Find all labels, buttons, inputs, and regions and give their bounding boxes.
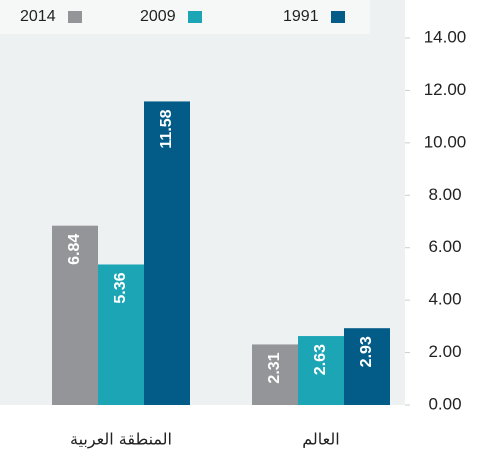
bar xyxy=(252,344,298,405)
x-tick-label: العالم xyxy=(302,430,339,449)
bar xyxy=(144,101,190,405)
value-label: 11.58 xyxy=(158,109,175,148)
legend-label: 2014 xyxy=(20,8,56,25)
legend-background xyxy=(0,0,370,34)
y-tick-label: 10.00 xyxy=(424,132,467,151)
legend-swatch xyxy=(68,11,82,23)
bar xyxy=(344,328,390,405)
value-label: 2.31 xyxy=(266,352,283,383)
value-label: 2.63 xyxy=(312,344,329,375)
y-tick-label: 6.00 xyxy=(428,237,461,256)
y-tick-label: 14.00 xyxy=(424,27,467,46)
value-label: 5.36 xyxy=(112,272,129,303)
bar xyxy=(52,225,98,405)
bar xyxy=(298,336,344,405)
x-tick-label: المنطقة العربية xyxy=(70,430,172,450)
y-tick-label: 8.00 xyxy=(428,185,461,204)
legend-swatch xyxy=(331,11,345,23)
y-tick-label: 12.00 xyxy=(424,80,467,99)
y-tick-label: 4.00 xyxy=(428,290,461,309)
bar xyxy=(98,264,144,405)
y-tick-label: 0.00 xyxy=(428,394,461,413)
value-label: 6.84 xyxy=(66,234,83,265)
legend-label: 2009 xyxy=(140,8,176,25)
legend-label: 1991 xyxy=(283,8,319,25)
y-tick-label: 2.00 xyxy=(428,342,461,361)
legend-swatch xyxy=(188,11,202,23)
value-label: 2.93 xyxy=(358,336,375,367)
